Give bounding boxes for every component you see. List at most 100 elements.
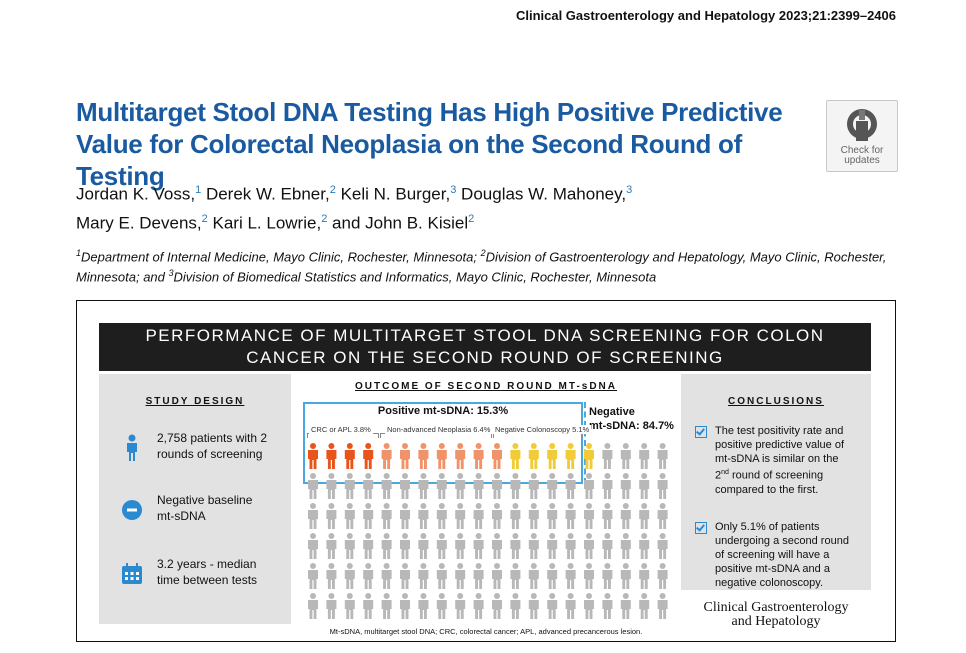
person-icon <box>547 593 558 619</box>
person-icon <box>620 443 631 469</box>
person-icon <box>639 563 650 589</box>
person-icon <box>584 503 594 529</box>
person-icon <box>436 473 447 499</box>
title-line-2: Value for Colorectal Neoplasia on the Se… <box>76 129 742 191</box>
person-icon <box>473 443 484 469</box>
negative-divider <box>584 402 586 484</box>
author[interactable]: Jordan K. Voss, <box>76 184 196 204</box>
person-icon <box>455 443 466 469</box>
person-icon <box>344 593 355 619</box>
person-icon <box>565 473 576 499</box>
person-icon <box>344 473 355 499</box>
person-icon <box>344 503 355 529</box>
person-icon <box>418 503 429 529</box>
person-icon <box>400 503 410 529</box>
person-icon <box>308 533 318 559</box>
person-icon <box>492 563 502 589</box>
group-label-negative-colonoscopy: Negative Colonoscopy 5.1% <box>493 425 592 434</box>
person-icon <box>492 503 502 529</box>
person-icon <box>639 503 650 529</box>
person-icon <box>547 473 558 499</box>
crossmark-label-1: Check for <box>840 145 884 156</box>
author-list: Jordan K. Voss,1 Derek W. Ebner,2 Keli N… <box>76 184 633 233</box>
title-line-1: Multitarget Stool DNA Testing Has High P… <box>76 97 783 127</box>
person-icon <box>473 563 484 589</box>
person-icon <box>565 563 576 589</box>
checkbox-icon <box>695 426 707 438</box>
author[interactable]: and John B. Kisiel <box>332 213 469 233</box>
person-icon <box>381 443 392 469</box>
person-icon <box>436 443 447 469</box>
person-icon <box>584 593 594 619</box>
person-icon <box>418 563 429 589</box>
negative-label: Negative mt-sDNA: 84.7% <box>589 406 674 432</box>
person-icon <box>127 434 137 461</box>
author[interactable]: Derek W. Ebner, <box>205 184 330 204</box>
person-icon <box>381 563 392 589</box>
person-icon <box>639 533 650 559</box>
person-icon <box>455 563 466 589</box>
person-icon <box>308 443 318 469</box>
author[interactable]: Douglas W. Mahoney, <box>461 184 627 204</box>
study-item-patients: 2,758 patients with 2 rounds of screening <box>119 430 289 470</box>
person-icon <box>418 593 429 619</box>
person-icon <box>363 443 374 469</box>
person-icon <box>547 503 558 529</box>
person-icon <box>436 503 447 529</box>
person-icon <box>510 533 521 559</box>
person-icon <box>381 533 392 559</box>
person-icon <box>547 563 558 589</box>
person-icon <box>602 563 613 589</box>
person-icon <box>657 593 668 619</box>
positive-label: Positive mt-sDNA: 15.3% <box>377 405 509 417</box>
person-icon <box>657 473 668 499</box>
person-icon <box>620 593 631 619</box>
person-icon <box>400 563 410 589</box>
patient-icon-grid <box>308 443 668 619</box>
person-icon <box>639 593 650 619</box>
author[interactable]: Kari L. Lowrie, <box>212 213 322 233</box>
check-for-updates-button[interactable]: Check for updates <box>826 100 898 172</box>
person-icon <box>344 443 355 469</box>
conclusions-heading: CONCLUSIONS <box>728 396 824 407</box>
person-icon <box>455 593 466 619</box>
person-icon <box>400 473 410 499</box>
author[interactable]: Mary E. Devens, <box>76 213 202 233</box>
person-icon <box>418 443 429 469</box>
person-icon <box>565 503 576 529</box>
person-icon <box>492 443 502 469</box>
person-icon <box>344 533 355 559</box>
person-icon <box>455 503 466 529</box>
person-icon <box>455 473 466 499</box>
person-icon <box>547 533 558 559</box>
person-icon <box>492 593 502 619</box>
person-icon <box>528 443 539 469</box>
person-icon <box>639 443 650 469</box>
person-icon <box>363 563 374 589</box>
outcome-heading: OUTCOME OF SECOND ROUND MT-sDNA <box>355 381 617 392</box>
person-icon <box>602 593 613 619</box>
person-icon <box>510 593 521 619</box>
person-icon <box>584 473 594 499</box>
person-icon <box>492 473 502 499</box>
study-design-heading: STUDY DESIGN <box>145 396 245 407</box>
person-icon <box>308 503 318 529</box>
crossmark-label-2: updates <box>844 155 880 166</box>
person-icon <box>602 443 613 469</box>
person-icon <box>565 533 576 559</box>
person-icon <box>400 533 410 559</box>
person-icon <box>326 593 337 619</box>
person-icon <box>436 533 447 559</box>
person-icon <box>308 593 318 619</box>
person-icon <box>363 503 374 529</box>
person-icon <box>584 563 594 589</box>
author[interactable]: Keli N. Burger, <box>340 184 451 204</box>
person-icon <box>565 443 576 469</box>
person-icon <box>620 563 631 589</box>
graphical-abstract: PERFORMANCE OF MULTITARGET STOOL DNA SCR… <box>76 300 896 642</box>
calendar-icon <box>122 563 142 584</box>
person-icon <box>381 593 392 619</box>
minus-circle-icon <box>122 500 142 520</box>
person-icon <box>657 533 668 559</box>
person-icon <box>584 443 594 469</box>
